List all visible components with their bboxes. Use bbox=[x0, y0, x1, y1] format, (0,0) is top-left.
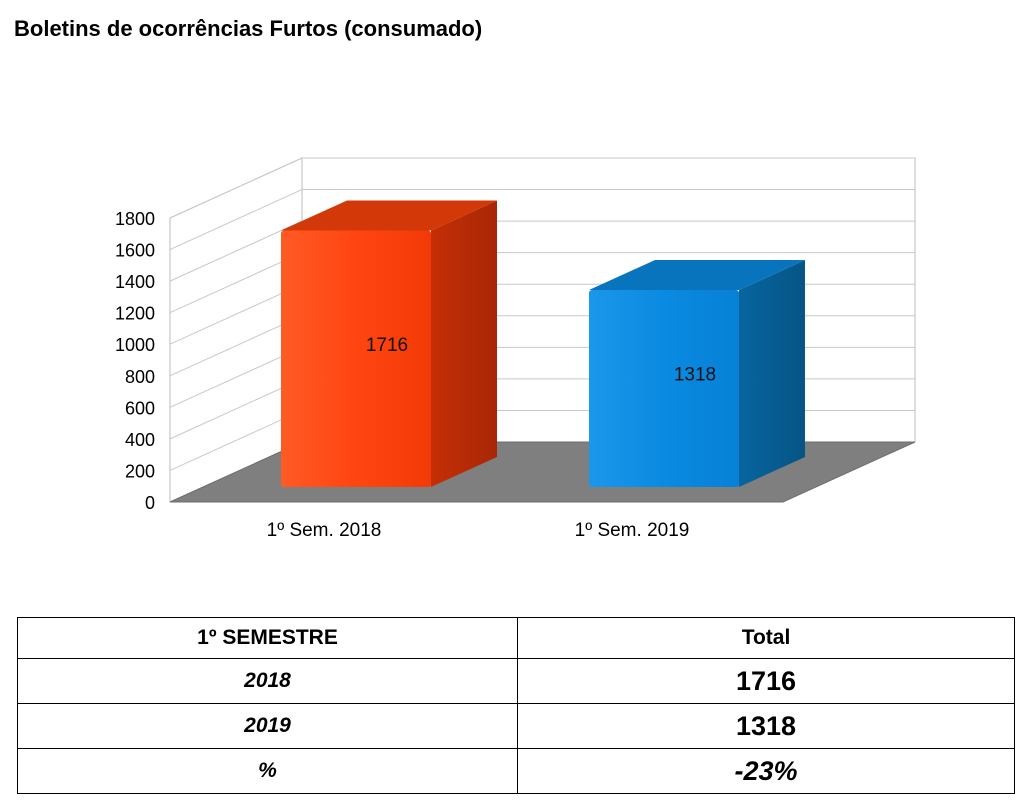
gridline bbox=[169, 189, 303, 251]
gridline bbox=[169, 252, 303, 314]
table-cell-value: 1716 bbox=[517, 658, 1015, 704]
bar-data-label: 1318 bbox=[674, 365, 716, 386]
gridline bbox=[169, 378, 303, 440]
y-tick-label: 600 bbox=[125, 398, 155, 418]
bar-data-label: 1716 bbox=[366, 335, 408, 356]
gridline bbox=[169, 409, 303, 471]
bar-chart: 1716 1318 0 200 400 600 800 1000 1200 1400 1600 18… bbox=[115, 157, 916, 541]
bar-0: 1716 bbox=[281, 200, 497, 487]
gridline bbox=[169, 220, 303, 282]
x-category-label: 1º Sem. 2019 bbox=[575, 520, 690, 541]
y-tick-label: 800 bbox=[125, 367, 155, 387]
table-row: 2018 1716 bbox=[17, 658, 1015, 704]
bar-front-face bbox=[589, 290, 739, 487]
table-row: % -23% bbox=[17, 748, 1015, 794]
bar-1: 1318 bbox=[589, 260, 805, 487]
gridline bbox=[169, 157, 303, 219]
y-tick-label: 200 bbox=[125, 461, 155, 481]
table-cell-label: 2018 bbox=[17, 658, 518, 704]
y-axis-ticks: 0 200 400 600 800 1000 1200 1400 1600 1800 bbox=[115, 209, 155, 513]
page-title: Boletins de ocorrências Furtos (consumad… bbox=[14, 16, 483, 41]
gridline bbox=[169, 346, 303, 408]
y-tick-label: 1400 bbox=[115, 272, 155, 292]
gridline bbox=[169, 283, 303, 345]
table-cell-label: % bbox=[17, 748, 518, 794]
bar-top-face bbox=[281, 200, 497, 231]
y-tick-label: 1000 bbox=[115, 335, 155, 355]
table-row: 2019 1318 bbox=[17, 703, 1015, 749]
y-tick-label: 400 bbox=[125, 430, 155, 450]
chart-bars: 1716 1318 bbox=[281, 200, 805, 487]
bar-top-face bbox=[589, 260, 805, 291]
table-header-row: 1º SEMESTRE Total bbox=[17, 617, 1015, 659]
table-cell-label: 2019 bbox=[17, 703, 518, 749]
table-cell-value: 1318 bbox=[517, 703, 1015, 749]
y-tick-label: 1800 bbox=[115, 209, 155, 229]
table-header-total: Total bbox=[517, 617, 1015, 659]
bar-side-face bbox=[739, 260, 805, 487]
x-category-label: 1º Sem. 2018 bbox=[267, 520, 382, 541]
table-cell-value: -23% bbox=[517, 748, 1015, 794]
table-header-semester: 1º SEMESTRE bbox=[17, 617, 518, 659]
gridline bbox=[169, 315, 303, 377]
summary-table: 1º SEMESTRE Total 2018 1716 2019 1318 % … bbox=[17, 617, 1015, 794]
y-tick-label: 0 bbox=[145, 493, 155, 513]
y-tick-label: 1600 bbox=[115, 241, 155, 261]
bar-front-face bbox=[281, 230, 431, 487]
bar-side-face bbox=[431, 200, 497, 487]
x-axis-labels: 1º Sem. 2018 1º Sem. 2019 bbox=[267, 520, 690, 541]
y-tick-label: 1200 bbox=[115, 304, 155, 324]
